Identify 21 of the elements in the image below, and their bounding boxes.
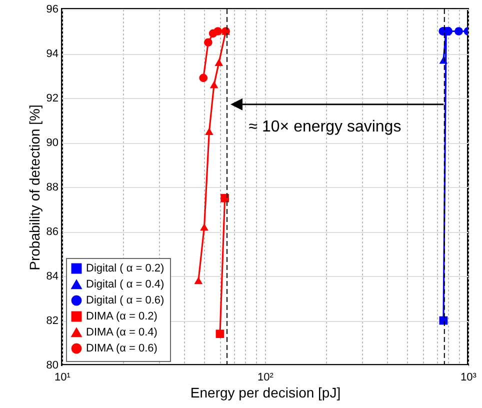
legend-label: Digital ( α = 0.2) — [86, 262, 164, 274]
legend-label: DIMA (α = 0.4) — [86, 326, 158, 338]
y-tick-label: 90 — [46, 137, 58, 149]
legend-label: DIMA (α = 0.6) — [86, 342, 158, 354]
y-tick-label: 88 — [46, 182, 58, 194]
x-tick-label: 10³ — [460, 372, 477, 384]
y-tick-label: 84 — [46, 270, 58, 282]
legend-label: Digital ( α = 0.4) — [86, 278, 164, 290]
y-tick-label: 80 — [46, 360, 58, 372]
legend-label: Digital ( α = 0.6) — [86, 294, 164, 306]
x-tick-label: 10¹ — [54, 372, 71, 384]
y-axis-title: Probability of detection [%] — [26, 104, 42, 270]
legend-label: DIMA (α = 0.2) — [86, 310, 158, 322]
y-tick-label: 82 — [46, 315, 58, 327]
x-tick-label: 10² — [258, 372, 274, 384]
annotation: ≈ 10× energy savings — [248, 118, 402, 136]
y-tick-label: 86 — [46, 226, 58, 238]
y-tick-label: 92 — [46, 92, 58, 104]
x-axis-title: Energy per decision [pJ] — [190, 384, 341, 400]
y-tick-label: 96 — [46, 4, 58, 16]
y-tick-label: 94 — [46, 48, 58, 60]
